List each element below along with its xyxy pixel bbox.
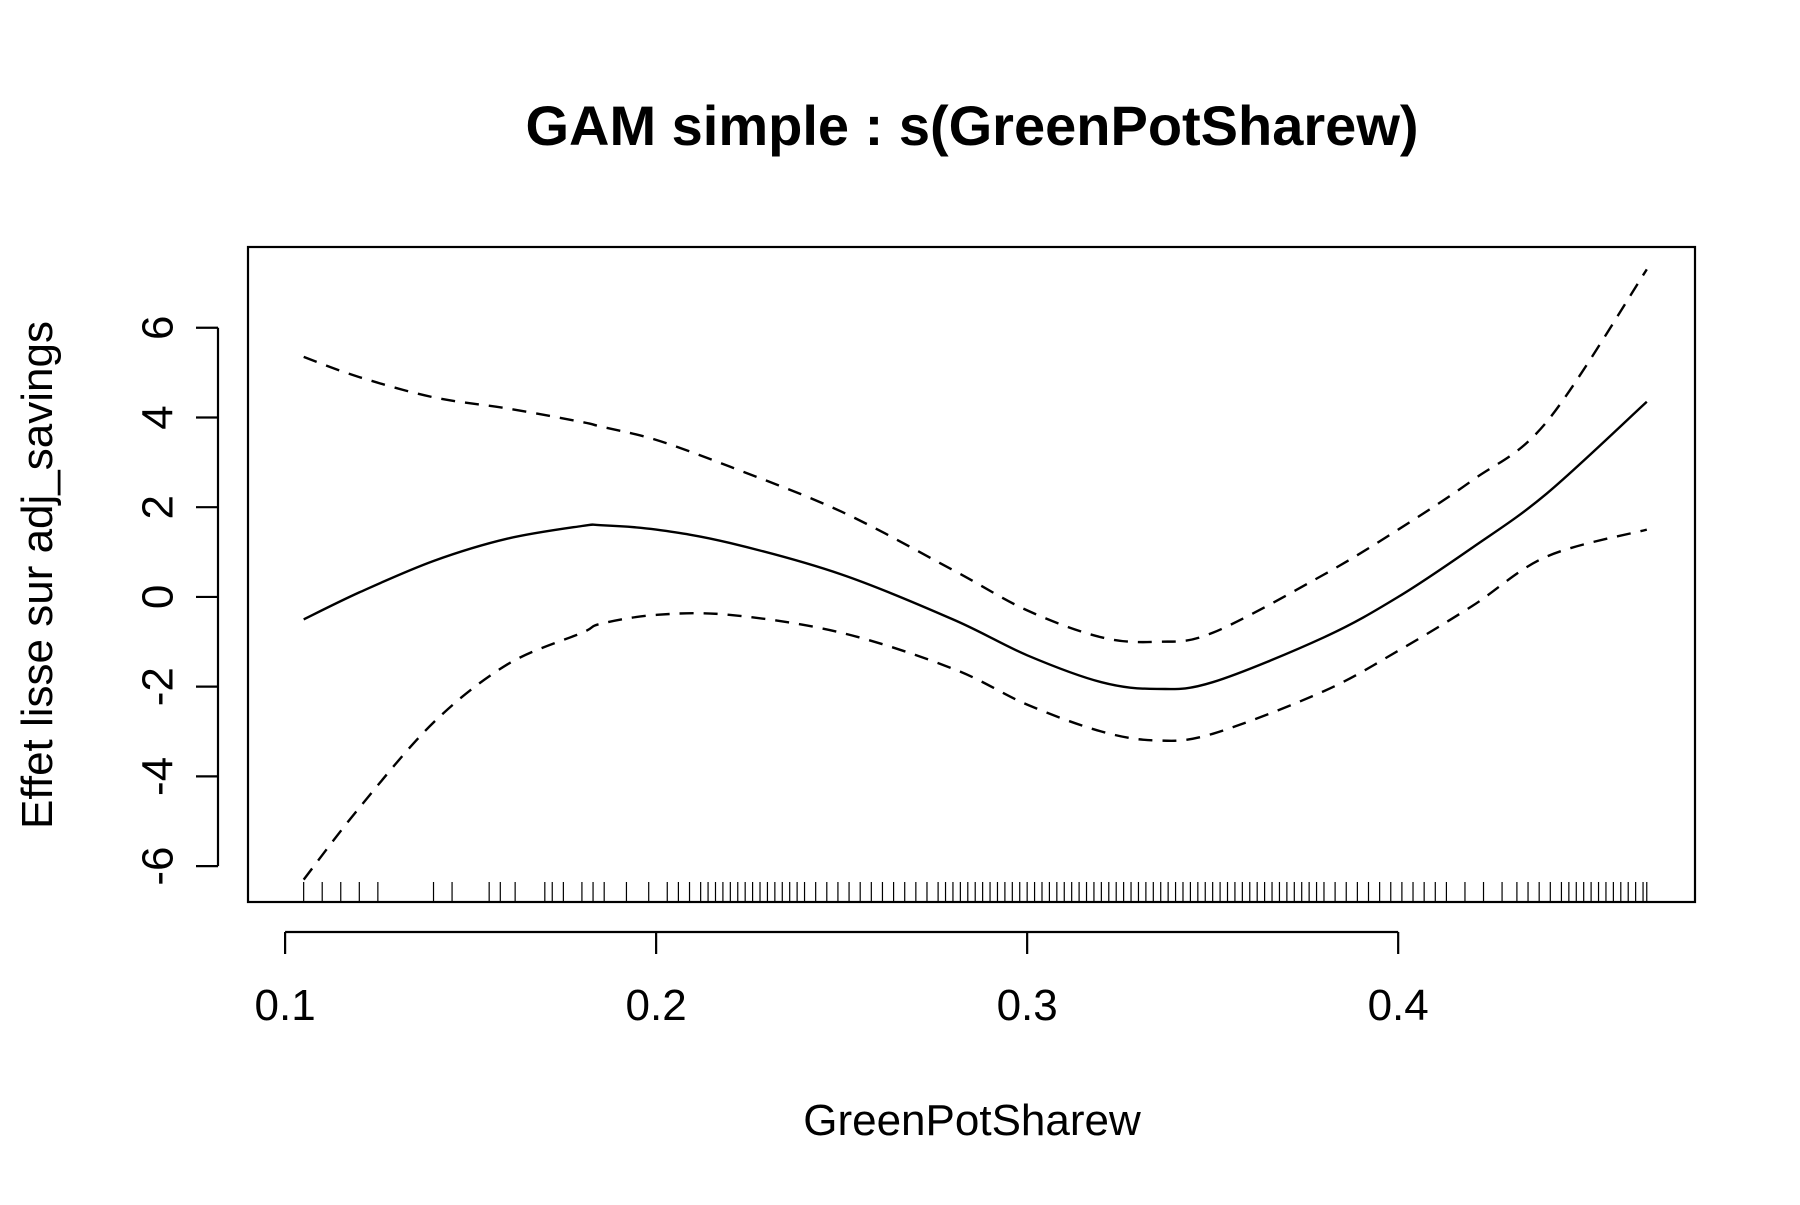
smooth-series — [302, 268, 1648, 881]
series-line-lower — [302, 528, 1648, 881]
x-tick-label: 0.1 — [255, 981, 316, 1030]
y-tick-label: 2 — [134, 495, 183, 519]
y-axis-label: Effet lisse sur adj_savings — [13, 321, 62, 829]
y-tick-label: -6 — [134, 847, 183, 886]
series-line-upper — [303, 268, 1648, 644]
plot-frame — [246, 245, 1697, 904]
y-tick-label: 0 — [134, 585, 183, 609]
y-tick-label: -4 — [134, 757, 183, 796]
series-line-estimate — [303, 400, 1648, 691]
x-tick-label: 0.3 — [997, 981, 1058, 1030]
y-tick-label: 6 — [134, 316, 183, 340]
x-tick-label: 0.4 — [1368, 981, 1429, 1030]
y-tick-label: 4 — [134, 405, 183, 429]
x-tick-label: 0.2 — [626, 981, 687, 1030]
x-axis-label: GreenPotSharew — [803, 1096, 1141, 1145]
y-tick-label: -2 — [134, 667, 183, 706]
chart-title: GAM simple : s(GreenPotSharew) — [525, 94, 1418, 157]
rug-marks — [303, 882, 1648, 902]
axes: 0.1 0.2 0.3 0.4 -6 -4 -2 0 2 4 6 — [134, 316, 1429, 1030]
